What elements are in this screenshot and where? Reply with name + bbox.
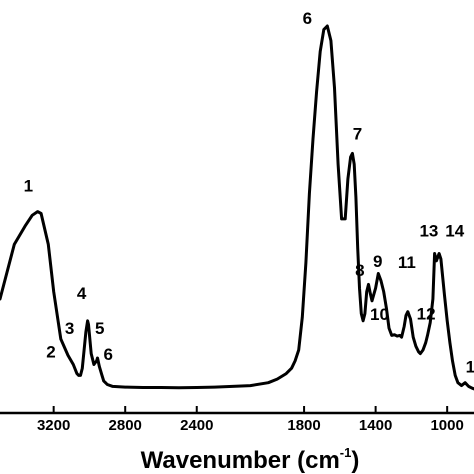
peak-label-8: 7	[353, 124, 362, 143]
peak-label-14: 13	[419, 222, 438, 241]
peak-label-10: 9	[373, 252, 382, 271]
x-axis-tick-labels: 3200 2800 2400 1800 1400 1000	[37, 417, 464, 434]
x-tick-label-1000: 1000	[430, 417, 463, 434]
peak-label-3: 3	[65, 319, 74, 338]
peak-label-13: 12	[417, 304, 436, 323]
x-axis-title-main: Wavenumber (cm	[141, 447, 340, 474]
peak-label-9: 8	[355, 261, 364, 280]
x-axis-ticks	[52, 406, 449, 413]
x-axis-title-close: )	[351, 447, 359, 474]
peak-label-5: 5	[95, 319, 104, 338]
x-axis-title: Wavenumber (cm-1)	[141, 445, 360, 474]
peak-label-11: 10	[370, 305, 389, 324]
peak-label-16: 15	[466, 358, 474, 377]
x-tick-label-2800: 2800	[109, 417, 142, 434]
x-tick-label-3200: 3200	[37, 417, 70, 434]
x-axis-title-superscript: -1	[340, 445, 352, 460]
spectrum-line	[0, 24, 474, 391]
peak-labels: 1234566789101112131415	[24, 9, 474, 377]
peak-label-2: 2	[46, 342, 55, 361]
plot-area	[0, 24, 474, 391]
x-tick-label-2400: 2400	[180, 417, 213, 434]
peak-label-6: 6	[103, 345, 112, 364]
x-tick-label-1400: 1400	[359, 417, 392, 434]
x-tick-label-1800: 1800	[287, 417, 320, 434]
peak-label-1: 1	[24, 177, 33, 196]
peak-label-4: 4	[77, 284, 87, 303]
peak-label-7: 6	[303, 9, 312, 28]
peak-label-15: 14	[445, 222, 464, 241]
peak-label-12: 11	[398, 253, 416, 272]
